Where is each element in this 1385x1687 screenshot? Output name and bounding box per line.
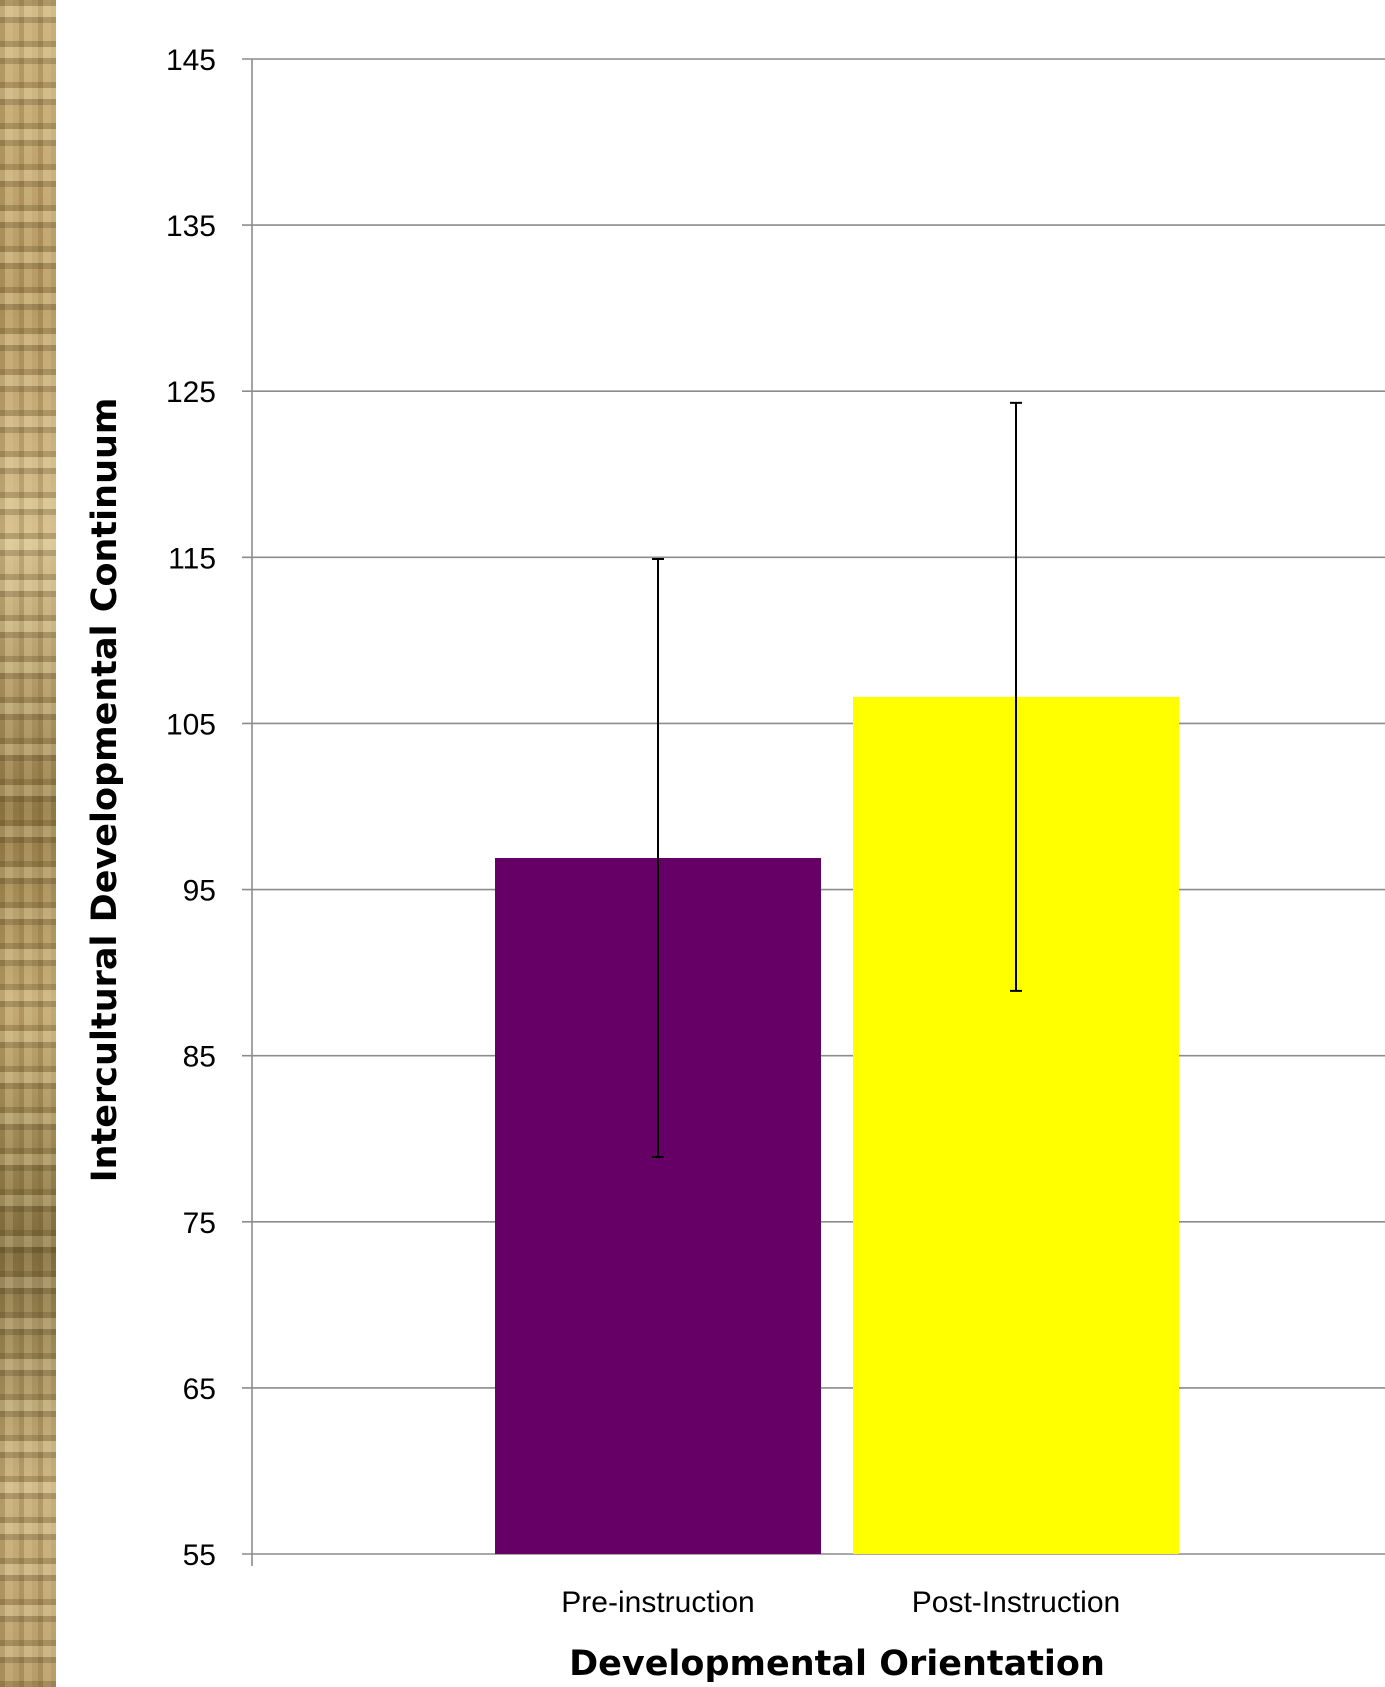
y-tick-label-75: 75 <box>183 1207 216 1240</box>
y-tick-label-55: 55 <box>183 1539 216 1572</box>
y-axis-title: Intercultural Developmental Continuum <box>85 398 125 1183</box>
x-tick-label-post-instruction: Post-Instruction <box>912 1586 1120 1619</box>
bars <box>495 696 1179 1554</box>
y-tick-label-115: 115 <box>168 542 216 575</box>
y-tick-label-65: 65 <box>183 1373 216 1406</box>
decorative-texture-strip <box>0 0 56 1687</box>
y-tick-label-135: 135 <box>166 210 216 243</box>
x-axis-title: Developmental Orientation <box>569 1644 1105 1684</box>
y-tick-label-145: 145 <box>166 44 216 77</box>
y-tick-label-95: 95 <box>183 875 216 908</box>
y-tick-label-125: 125 <box>166 376 216 409</box>
x-tick-label-pre-instruction: Pre-instruction <box>561 1586 754 1619</box>
error-bars <box>652 401 1022 1158</box>
y-tick-label-105: 105 <box>166 708 216 741</box>
y-tick-labels: 55 65 75 85 95 105 115 125 135 145 <box>166 44 216 1572</box>
x-tick-labels: Pre-instruction Post-Instruction <box>561 1586 1120 1619</box>
y-tick-label-85: 85 <box>183 1041 216 1074</box>
